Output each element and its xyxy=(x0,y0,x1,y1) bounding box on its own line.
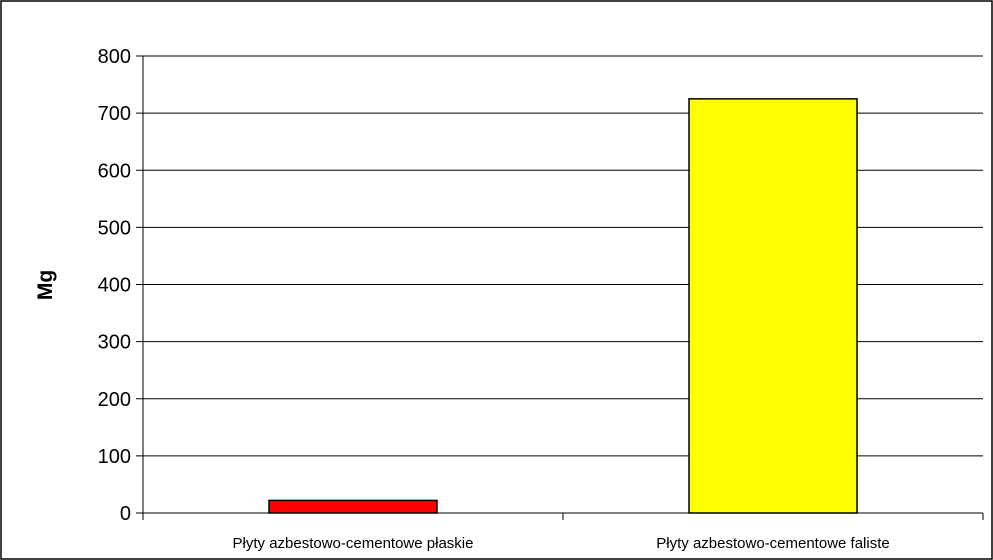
y-tick-labels: 0 100 200 300 400 500 600 700 800 xyxy=(98,46,131,525)
y-axis-title: Mg xyxy=(34,270,57,300)
y-tick-label: 400 xyxy=(98,275,131,297)
x-category-labels: Płyty azbestowo-cementowe płaskie Płyty a… xyxy=(233,535,890,552)
bar-2 xyxy=(688,98,858,514)
bar-1 xyxy=(268,499,438,514)
x-category-label: Płyty azbestowo-cementowe płaskie xyxy=(233,535,474,552)
x-category-label: Płyty azbestowo-cementowe faliste xyxy=(656,535,889,552)
y-tick-label: 300 xyxy=(98,332,131,354)
y-tick-label: 600 xyxy=(98,160,131,182)
bars xyxy=(268,98,858,514)
y-tick-label: 700 xyxy=(98,103,131,125)
y-tick-label: 200 xyxy=(98,389,131,411)
axes xyxy=(136,55,984,520)
y-tick-label: 800 xyxy=(98,46,131,68)
y-tick-label: 0 xyxy=(120,503,131,525)
y-tick-label: 100 xyxy=(98,446,131,468)
y-tick-label: 500 xyxy=(98,217,131,239)
